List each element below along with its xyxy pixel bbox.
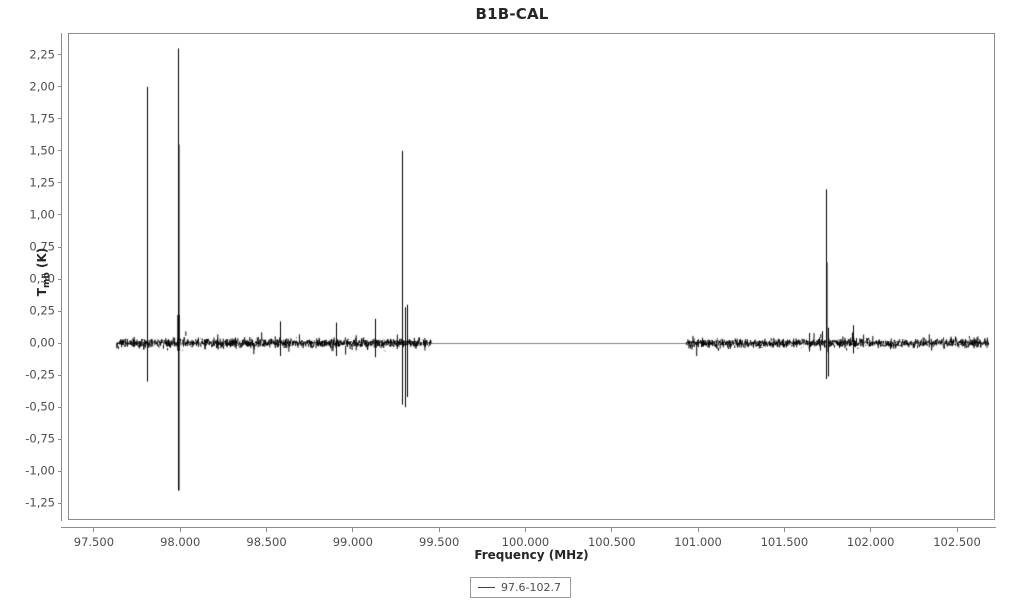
x-tick-label: 101.500 — [760, 535, 809, 549]
x-tick-label: 100.500 — [587, 535, 636, 549]
x-tick-mark — [697, 528, 699, 532]
y-tick-mark — [58, 502, 62, 504]
x-tick-label: 98.000 — [160, 535, 201, 549]
y-axis-label-subscript: mb — [42, 272, 52, 289]
y-tick-label: 1,75 — [29, 111, 55, 126]
y-tick-mark — [58, 182, 62, 184]
y-tick-label: -0,50 — [25, 399, 55, 414]
x-tick-label: 99.500 — [419, 535, 460, 549]
y-tick-label: -1,00 — [25, 463, 55, 478]
x-tick-mark — [93, 528, 95, 532]
x-tick-label: 101.000 — [674, 535, 722, 549]
x-tick-label: 100.000 — [501, 535, 550, 549]
y-axis-label-unit: (K) — [35, 247, 49, 273]
y-tick-mark — [58, 310, 62, 312]
x-tick-mark — [956, 528, 958, 532]
y-axis-label: Tmb (K) — [35, 212, 52, 332]
y-tick-label: -0,75 — [25, 431, 55, 446]
y-tick-mark — [58, 470, 62, 472]
x-tick-mark — [179, 528, 181, 532]
x-tick-mark — [870, 528, 872, 532]
y-tick-label: 0,00 — [29, 335, 55, 350]
y-tick-mark — [58, 246, 62, 248]
x-tick-label: 98.500 — [246, 535, 287, 549]
x-tick-label: 102.000 — [846, 535, 895, 549]
x-tick-mark — [352, 528, 354, 532]
x-tick-label: 102.500 — [933, 535, 981, 549]
y-tick-label: 0,50 — [29, 271, 55, 286]
y-tick-label: -0,25 — [25, 367, 55, 382]
y-tick-mark — [58, 54, 62, 56]
y-tick-mark — [58, 86, 62, 88]
y-tick-mark — [58, 406, 62, 408]
y-tick-mark — [58, 150, 62, 152]
y-tick-label: 0,25 — [29, 303, 55, 318]
x-tick-label: 97.500 — [73, 535, 115, 549]
y-tick-mark — [58, 438, 62, 440]
y-tick-mark — [58, 374, 62, 376]
y-tick-label: 1,50 — [29, 143, 55, 158]
y-tick-mark — [58, 118, 62, 120]
y-tick-mark — [58, 214, 62, 216]
y-tick-label: 1,00 — [29, 207, 55, 222]
legend-entry-label: 97.6-102.7 — [501, 581, 561, 594]
x-tick-mark — [783, 528, 785, 532]
y-tick-label: 2,25 — [29, 47, 55, 62]
y-tick-label: 0,75 — [29, 239, 55, 254]
x-tick-mark — [611, 528, 613, 532]
y-tick-label: -1,25 — [25, 495, 55, 510]
y-axis-label-base: T — [35, 288, 49, 297]
legend[interactable]: 97.6-102.7 — [470, 577, 571, 598]
x-axis-label: Frequency (MHz) — [474, 548, 589, 562]
x-tick-label: 99.000 — [332, 535, 373, 549]
y-tick-mark — [58, 342, 62, 344]
legend-line-swatch — [478, 587, 495, 588]
y-tick-label: 2,00 — [29, 79, 55, 94]
x-tick-mark — [438, 528, 440, 532]
y-tick-mark — [58, 278, 62, 280]
y-tick-label: 1,25 — [29, 175, 55, 190]
x-tick-mark — [266, 528, 268, 532]
x-tick-mark — [524, 528, 526, 532]
